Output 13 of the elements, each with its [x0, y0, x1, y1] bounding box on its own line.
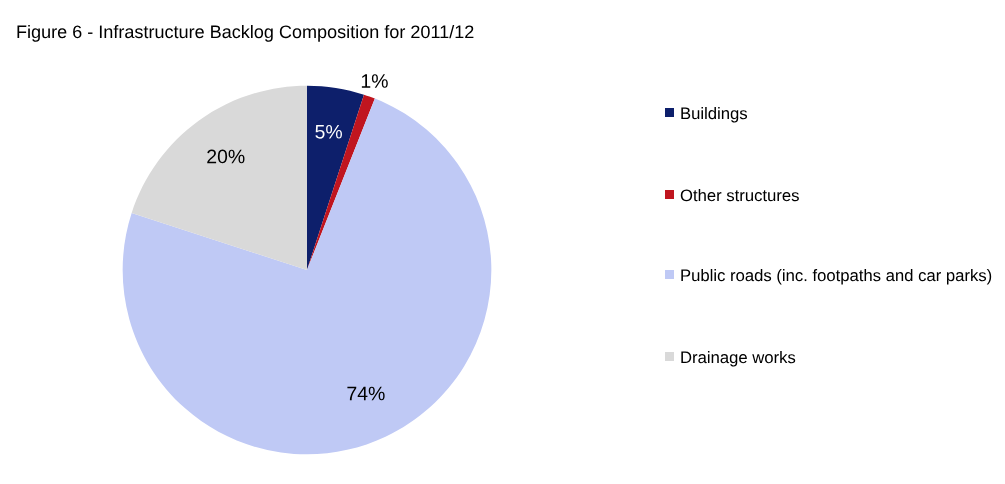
data-label: 20%: [207, 149, 245, 164]
data-label: 5%: [315, 124, 342, 139]
legend-label: Public roads (inc. footpaths and car parks): [681, 269, 992, 285]
legend-label: Buildings: [681, 107, 748, 123]
pie-slice: [307, 85, 364, 270]
pie-slice: [307, 94, 375, 270]
data-label: 1%: [361, 74, 388, 88]
legend-label: Drainage works: [681, 351, 796, 367]
pie-slice: [131, 85, 307, 270]
data-label: 74%: [347, 386, 385, 401]
chart-title: Figure 6 - Infrastructure Backlog Composition for 2011/12: [17, 24, 474, 42]
pie-slice: [122, 98, 492, 455]
legend-label: Other structures: [680, 189, 799, 202]
